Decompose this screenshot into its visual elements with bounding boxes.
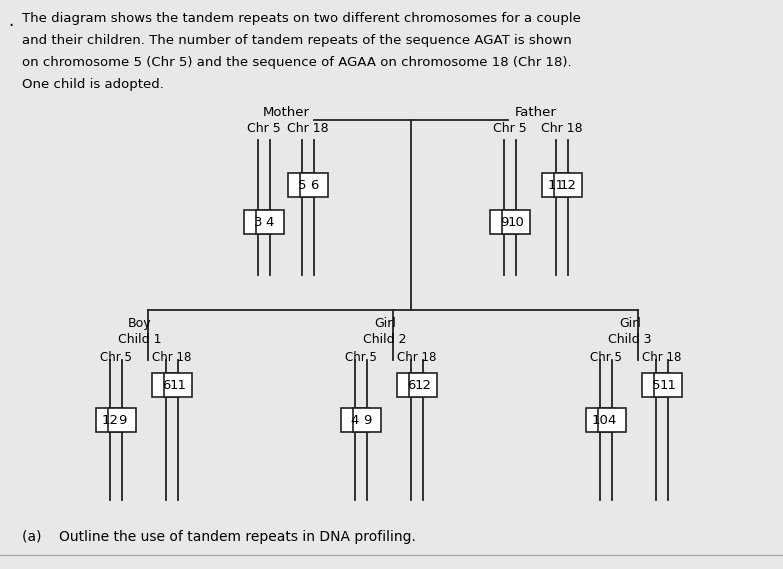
FancyBboxPatch shape <box>300 173 328 197</box>
FancyBboxPatch shape <box>586 408 614 432</box>
Text: Chr 5: Chr 5 <box>100 351 132 364</box>
Text: .: . <box>8 12 13 30</box>
Text: Boy: Boy <box>128 316 152 329</box>
Text: 6: 6 <box>407 378 415 391</box>
Text: Girl: Girl <box>374 316 396 329</box>
FancyBboxPatch shape <box>108 408 136 432</box>
FancyBboxPatch shape <box>542 173 570 197</box>
Text: 6: 6 <box>162 378 170 391</box>
FancyBboxPatch shape <box>341 408 369 432</box>
Text: 4: 4 <box>608 414 616 427</box>
Text: Chr 5: Chr 5 <box>247 122 281 134</box>
Text: 10: 10 <box>592 414 608 427</box>
FancyBboxPatch shape <box>244 210 272 234</box>
Text: 4: 4 <box>351 414 359 427</box>
FancyBboxPatch shape <box>490 210 518 234</box>
FancyBboxPatch shape <box>554 173 582 197</box>
Text: Child 1: Child 1 <box>118 332 162 345</box>
Text: The diagram shows the tandem repeats on two different chromosomes for a couple: The diagram shows the tandem repeats on … <box>22 12 581 25</box>
Text: Chr 18: Chr 18 <box>397 351 437 364</box>
FancyBboxPatch shape <box>152 373 180 397</box>
Text: 5: 5 <box>298 179 306 192</box>
Text: Girl: Girl <box>619 316 641 329</box>
FancyBboxPatch shape <box>397 373 425 397</box>
Text: 12: 12 <box>560 179 576 192</box>
Text: 9: 9 <box>500 216 508 229</box>
Text: 3: 3 <box>254 216 262 229</box>
Text: Chr 18: Chr 18 <box>287 122 329 134</box>
FancyBboxPatch shape <box>598 408 626 432</box>
Text: Child 3: Child 3 <box>608 332 651 345</box>
Text: Chr 5: Chr 5 <box>493 122 527 134</box>
Text: 9: 9 <box>117 414 126 427</box>
Text: Chr 5: Chr 5 <box>345 351 377 364</box>
Text: 4: 4 <box>265 216 274 229</box>
Text: Chr 18: Chr 18 <box>541 122 583 134</box>
Text: Chr 18: Chr 18 <box>153 351 192 364</box>
Text: Child 2: Child 2 <box>363 332 406 345</box>
Text: Chr 5: Chr 5 <box>590 351 622 364</box>
FancyBboxPatch shape <box>96 408 124 432</box>
Text: on chromosome 5 (Chr 5) and the sequence of AGAA on chromosome 18 (Chr 18).: on chromosome 5 (Chr 5) and the sequence… <box>22 56 572 69</box>
Text: 12: 12 <box>102 414 118 427</box>
Text: Father: Father <box>515 105 557 118</box>
FancyBboxPatch shape <box>256 210 284 234</box>
FancyBboxPatch shape <box>409 373 437 397</box>
Text: Chr 18: Chr 18 <box>642 351 682 364</box>
Text: 12: 12 <box>414 378 431 391</box>
FancyBboxPatch shape <box>353 408 381 432</box>
FancyBboxPatch shape <box>654 373 682 397</box>
FancyBboxPatch shape <box>502 210 530 234</box>
Text: One child is adopted.: One child is adopted. <box>22 78 164 91</box>
Text: 6: 6 <box>310 179 318 192</box>
Text: 5: 5 <box>651 378 660 391</box>
Text: (a)    Outline the use of tandem repeats in DNA profiling.: (a) Outline the use of tandem repeats in… <box>22 530 416 544</box>
Text: 9: 9 <box>363 414 371 427</box>
Text: 10: 10 <box>507 216 525 229</box>
Text: Mother: Mother <box>262 105 309 118</box>
Text: and their children. The number of tandem repeats of the sequence AGAT is shown: and their children. The number of tandem… <box>22 34 572 47</box>
Text: 11: 11 <box>169 378 186 391</box>
Text: 11: 11 <box>659 378 677 391</box>
FancyBboxPatch shape <box>642 373 670 397</box>
FancyBboxPatch shape <box>288 173 316 197</box>
FancyBboxPatch shape <box>164 373 192 397</box>
Text: 11: 11 <box>547 179 565 192</box>
